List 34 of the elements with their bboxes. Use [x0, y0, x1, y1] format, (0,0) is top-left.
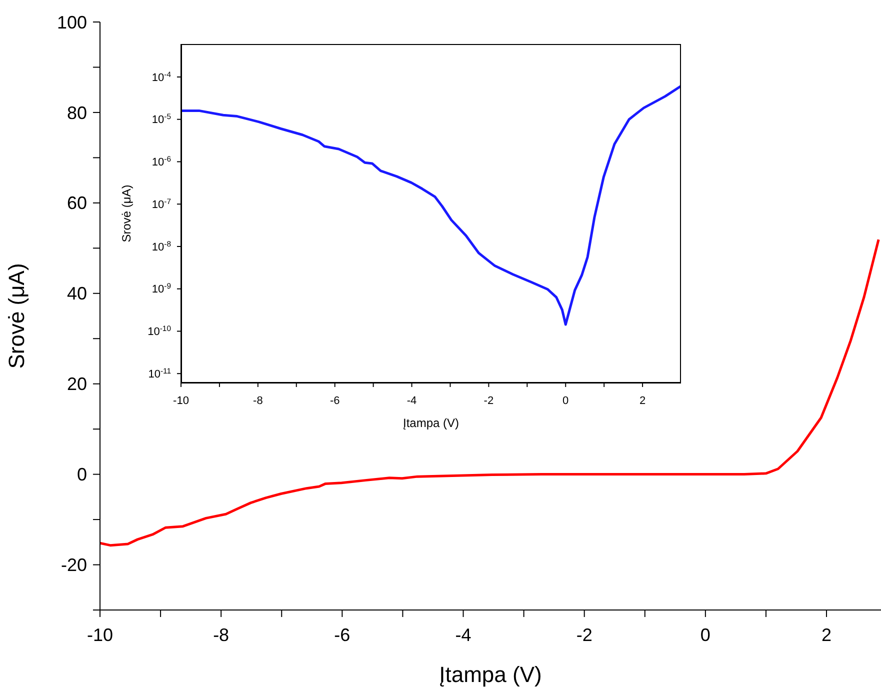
x-tick-label: 2 [822, 625, 832, 645]
y-tick-label: 10$^{-7}$ [152, 196, 171, 211]
x-tick-label: -2 [576, 625, 592, 645]
x-tick-label: 0 [562, 395, 569, 407]
y-tick-label: 60 [66, 193, 87, 214]
x-axis-title: Įtampa (V) [439, 662, 542, 687]
x-tick-label: -4 [455, 625, 472, 645]
y-tick-label: 10$^{-9}$ [152, 281, 171, 296]
y-tick-label: 0 [76, 464, 87, 485]
x-tick-label: -2 [484, 395, 494, 407]
x-tick-label: -8 [253, 395, 263, 407]
y-tick-label: -20 [60, 555, 87, 576]
y-tick-label: 10$^{-8}$ [152, 238, 171, 254]
x-tick-label: -6 [330, 395, 340, 407]
x-axis-title: Įtampa (V) [402, 416, 460, 430]
y-tick-label: 10$^{-10}$ [148, 324, 171, 338]
x-tick-label: -8 [213, 625, 230, 645]
x-tick-label: -6 [334, 625, 350, 645]
y-tick-label: 100 [56, 12, 87, 32]
line-series [181, 84, 681, 326]
y-tick-label: 40 [66, 284, 87, 304]
x-tick-label: 0 [700, 625, 710, 645]
x-tick-label: -4 [406, 395, 417, 407]
y-tick-label: 80 [66, 102, 87, 123]
y-tick-label: 10$^{-11}$ [148, 366, 171, 380]
y-tick-label: 10$^{-4}$ [152, 69, 172, 84]
y-tick-label: 10$^{-6}$ [152, 154, 171, 169]
y-axis-title: Srovė (μA) [119, 184, 134, 242]
y-tick-label: 20 [66, 374, 87, 394]
x-tick-label: -10 [86, 625, 114, 645]
x-tick-label: 2 [639, 395, 646, 407]
x-tick-label: -10 [173, 395, 189, 407]
y-tick-label: 10$^{-5}$ [152, 112, 171, 126]
y-axis-title: Srovė (μA) [4, 263, 29, 369]
